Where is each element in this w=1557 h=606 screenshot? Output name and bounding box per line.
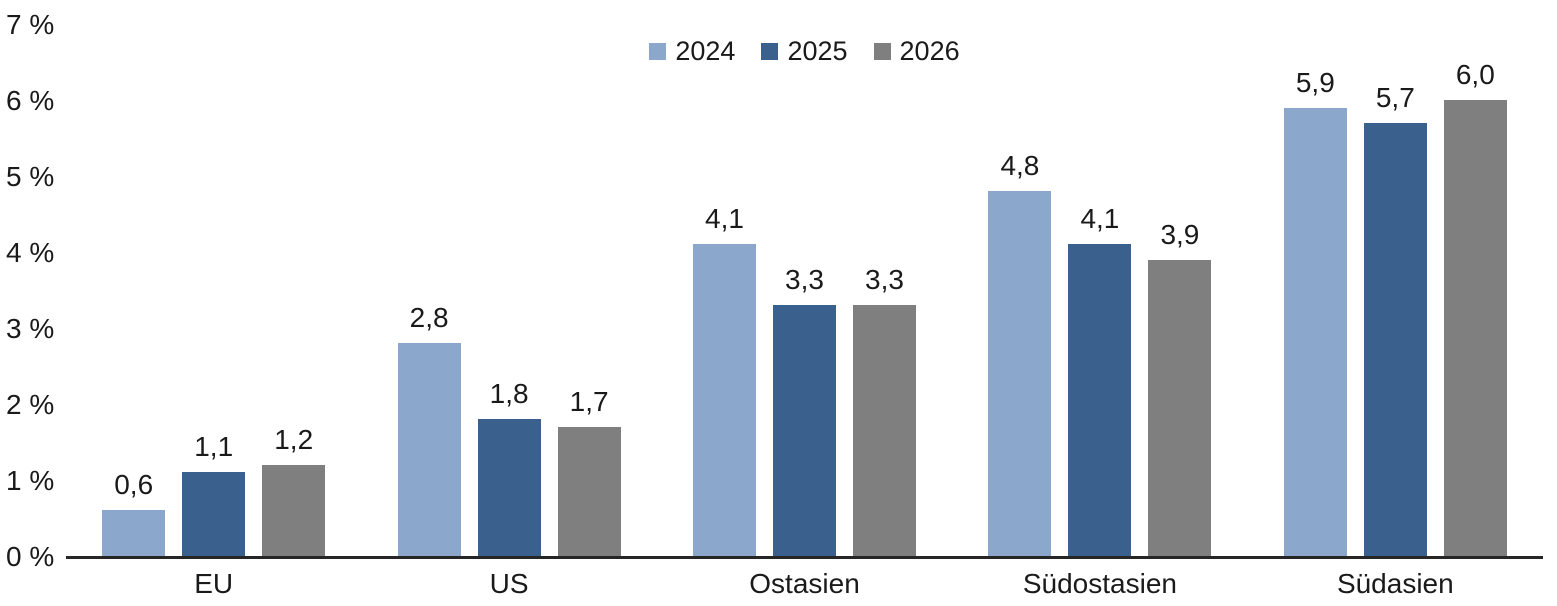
bar-column-2025-eu: 1,1	[182, 431, 246, 556]
bar-column-2025-ostasien: 3,3	[773, 264, 837, 556]
bar-group-sudostasien: 4,8 4,1 3,9	[952, 0, 1247, 556]
y-axis-tick-label: 3 %	[6, 313, 55, 344]
bar-column-2024-sudasien: 5,9	[1283, 66, 1347, 556]
bar-2025-eu	[182, 472, 246, 556]
y-axis-tick-label: 4 %	[6, 237, 55, 268]
bar-value-label: 5,7	[1375, 81, 1415, 113]
bar-2026-ostasien	[853, 305, 917, 556]
bar-column-2026-us: 1,7	[557, 385, 621, 556]
bar-2026-sudostasien	[1148, 259, 1212, 556]
legend-item-2025: 2025	[761, 36, 848, 67]
bar-group: 4,1 3,3 3,3	[693, 203, 917, 556]
legend-label: 2026	[899, 36, 960, 66]
bar-2026-eu	[262, 464, 326, 556]
bar-groups: 0,6 1,1 1,2 2,8 1,8 1,7 4,1 3,3 3,3 4,8 4,1 3,9 5,9 5…	[66, 0, 1543, 556]
x-axis-line	[66, 556, 1543, 559]
x-axis-category-label: Südasien	[1336, 568, 1454, 599]
bar-group-eu: 0,6 1,1 1,2	[66, 0, 361, 556]
bar-2025-sudasien	[1363, 122, 1427, 556]
bar-column-2024-sudostasien: 4,8	[988, 150, 1052, 556]
bar-column-2026-ostasien: 3,3	[853, 264, 917, 556]
chart-legend: 2024 2025 2026	[66, 36, 1543, 67]
bar-column-2026-sudasien: 6,0	[1443, 59, 1507, 556]
bar-group: 5,9 5,7 6,0	[1283, 59, 1507, 556]
legend-item-2026: 2026	[873, 36, 960, 67]
y-axis-tick-label: 0 %	[6, 541, 55, 572]
y-axis-tick-label: 7 %	[6, 9, 55, 40]
bar-2024-sudasien	[1283, 107, 1347, 556]
bar-column-2025-sudasien: 5,7	[1363, 81, 1427, 556]
bar-group-ostasien: 4,1 3,3 3,3	[657, 0, 952, 556]
bar-2024-ostasien	[693, 244, 757, 556]
bar-2025-sudostasien	[1068, 244, 1132, 556]
x-axis-category-label: EU	[194, 568, 234, 599]
bar-2024-us	[397, 343, 461, 556]
bar-value-label: 4,8	[1000, 150, 1040, 182]
bar-group: 0,6 1,1 1,2	[102, 423, 326, 556]
bar-2024-sudostasien	[988, 191, 1052, 556]
bar-value-label: 1,2	[274, 423, 314, 455]
legend-swatch-icon	[761, 43, 779, 60]
bar-2025-us	[477, 419, 541, 556]
legend-swatch-icon	[649, 43, 667, 60]
bar-value-label: 2,8	[409, 302, 449, 334]
bar-column-2025-us: 1,8	[477, 378, 541, 556]
bar-value-label: 3,3	[785, 264, 824, 296]
bar-value-label: 6,0	[1455, 59, 1495, 90]
bar-group-us: 2,8 1,8 1,7	[361, 0, 656, 556]
y-axis-tick-label: 2 %	[6, 389, 55, 420]
bar-value-label: 1,1	[194, 431, 234, 463]
bar-group: 4,8 4,1 3,9	[988, 150, 1212, 556]
legend-item-2024: 2024	[649, 36, 735, 67]
bar-column-2024-us: 2,8	[397, 302, 461, 556]
bar-value-label: 3,3	[865, 264, 904, 296]
bar-value-label: 4,1	[705, 203, 744, 235]
bar-group: 2,8 1,8 1,7	[397, 302, 621, 556]
legend-label: 2025	[787, 36, 848, 66]
bar-group-sudasien: 5,9 5,7 6,0	[1248, 0, 1543, 556]
bar-value-label: 1,8	[489, 378, 529, 410]
bar-2026-us	[557, 426, 621, 556]
y-axis-tick-label: 6 %	[6, 85, 55, 116]
legend-label: 2024	[675, 36, 736, 66]
bar-value-label: 1,7	[569, 385, 609, 417]
x-axis-category-label: Ostasien	[749, 568, 860, 599]
x-axis-category-label: Südostasien	[1022, 568, 1177, 599]
bar-2025-ostasien	[773, 305, 837, 556]
x-axis-category-label: US	[489, 568, 529, 599]
bar-column-2026-eu: 1,2	[262, 423, 326, 556]
bar-column-2026-sudostasien: 3,9	[1148, 218, 1212, 556]
bar-2026-sudasien	[1443, 100, 1507, 556]
x-axis-labels: EU US Ostasien Südostasien Südasien	[66, 568, 1543, 600]
bar-value-label: 3,9	[1160, 218, 1200, 250]
bar-value-label: 4,1	[1080, 203, 1120, 235]
y-axis-tick-label: 1 %	[6, 465, 55, 496]
bar-value-label: 0,6	[114, 469, 154, 501]
bar-column-2024-ostasien: 4,1	[693, 203, 757, 556]
y-axis-tick-label: 5 %	[6, 161, 55, 192]
bar-column-2024-eu: 0,6	[102, 469, 166, 556]
bar-column-2025-sudostasien: 4,1	[1068, 203, 1132, 556]
bar-value-label: 5,9	[1295, 66, 1335, 98]
legend-swatch-icon	[873, 43, 891, 60]
bar-2024-eu	[102, 510, 166, 556]
